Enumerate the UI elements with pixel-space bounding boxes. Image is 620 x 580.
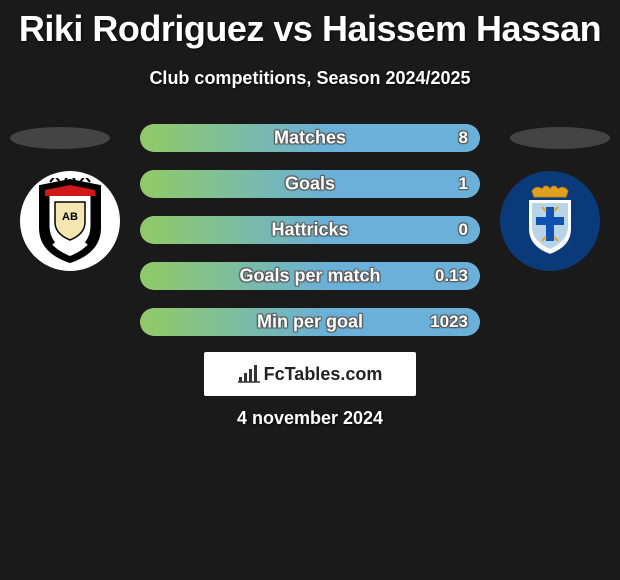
fctables-logo: FcTables.com [204,352,416,396]
page-title: Riki Rodriguez vs Haissem Hassan [0,0,620,50]
bar-label: Matches [140,128,480,149]
date-label: 4 november 2024 [0,408,620,429]
bar-value-right: 1 [459,174,468,194]
stat-bar: Goals per match0.13 [140,262,480,290]
logo-text: FcTables.com [264,364,383,385]
stat-bar: Goals1 [140,170,480,198]
stat-bar: Hattricks0 [140,216,480,244]
stat-bar: Matches8 [140,124,480,152]
bar-value-right: 0 [459,220,468,240]
bar-label: Goals per match [140,266,480,287]
subtitle: Club competitions, Season 2024/2025 [0,68,620,89]
stat-bar: Min per goal1023 [140,308,480,336]
bar-value-right: 0.13 [435,266,468,286]
bar-label: Min per goal [140,312,480,333]
bar-chart-icon [238,365,260,383]
club-crest-right [500,171,600,271]
comparison-bars: Matches8Goals1Hattricks0Goals per match0… [140,124,480,354]
oviedo-shield-icon [520,185,580,257]
bar-value-right: 8 [459,128,468,148]
player-shadow-left [10,127,110,149]
club-crest-left: AB [20,171,120,271]
albacete-shield-icon: AB [35,178,105,264]
player-shadow-right [510,127,610,149]
svg-text:AB: AB [62,211,78,223]
bar-label: Hattricks [140,220,480,241]
bar-label: Goals [140,174,480,195]
bar-value-right: 1023 [430,312,468,332]
